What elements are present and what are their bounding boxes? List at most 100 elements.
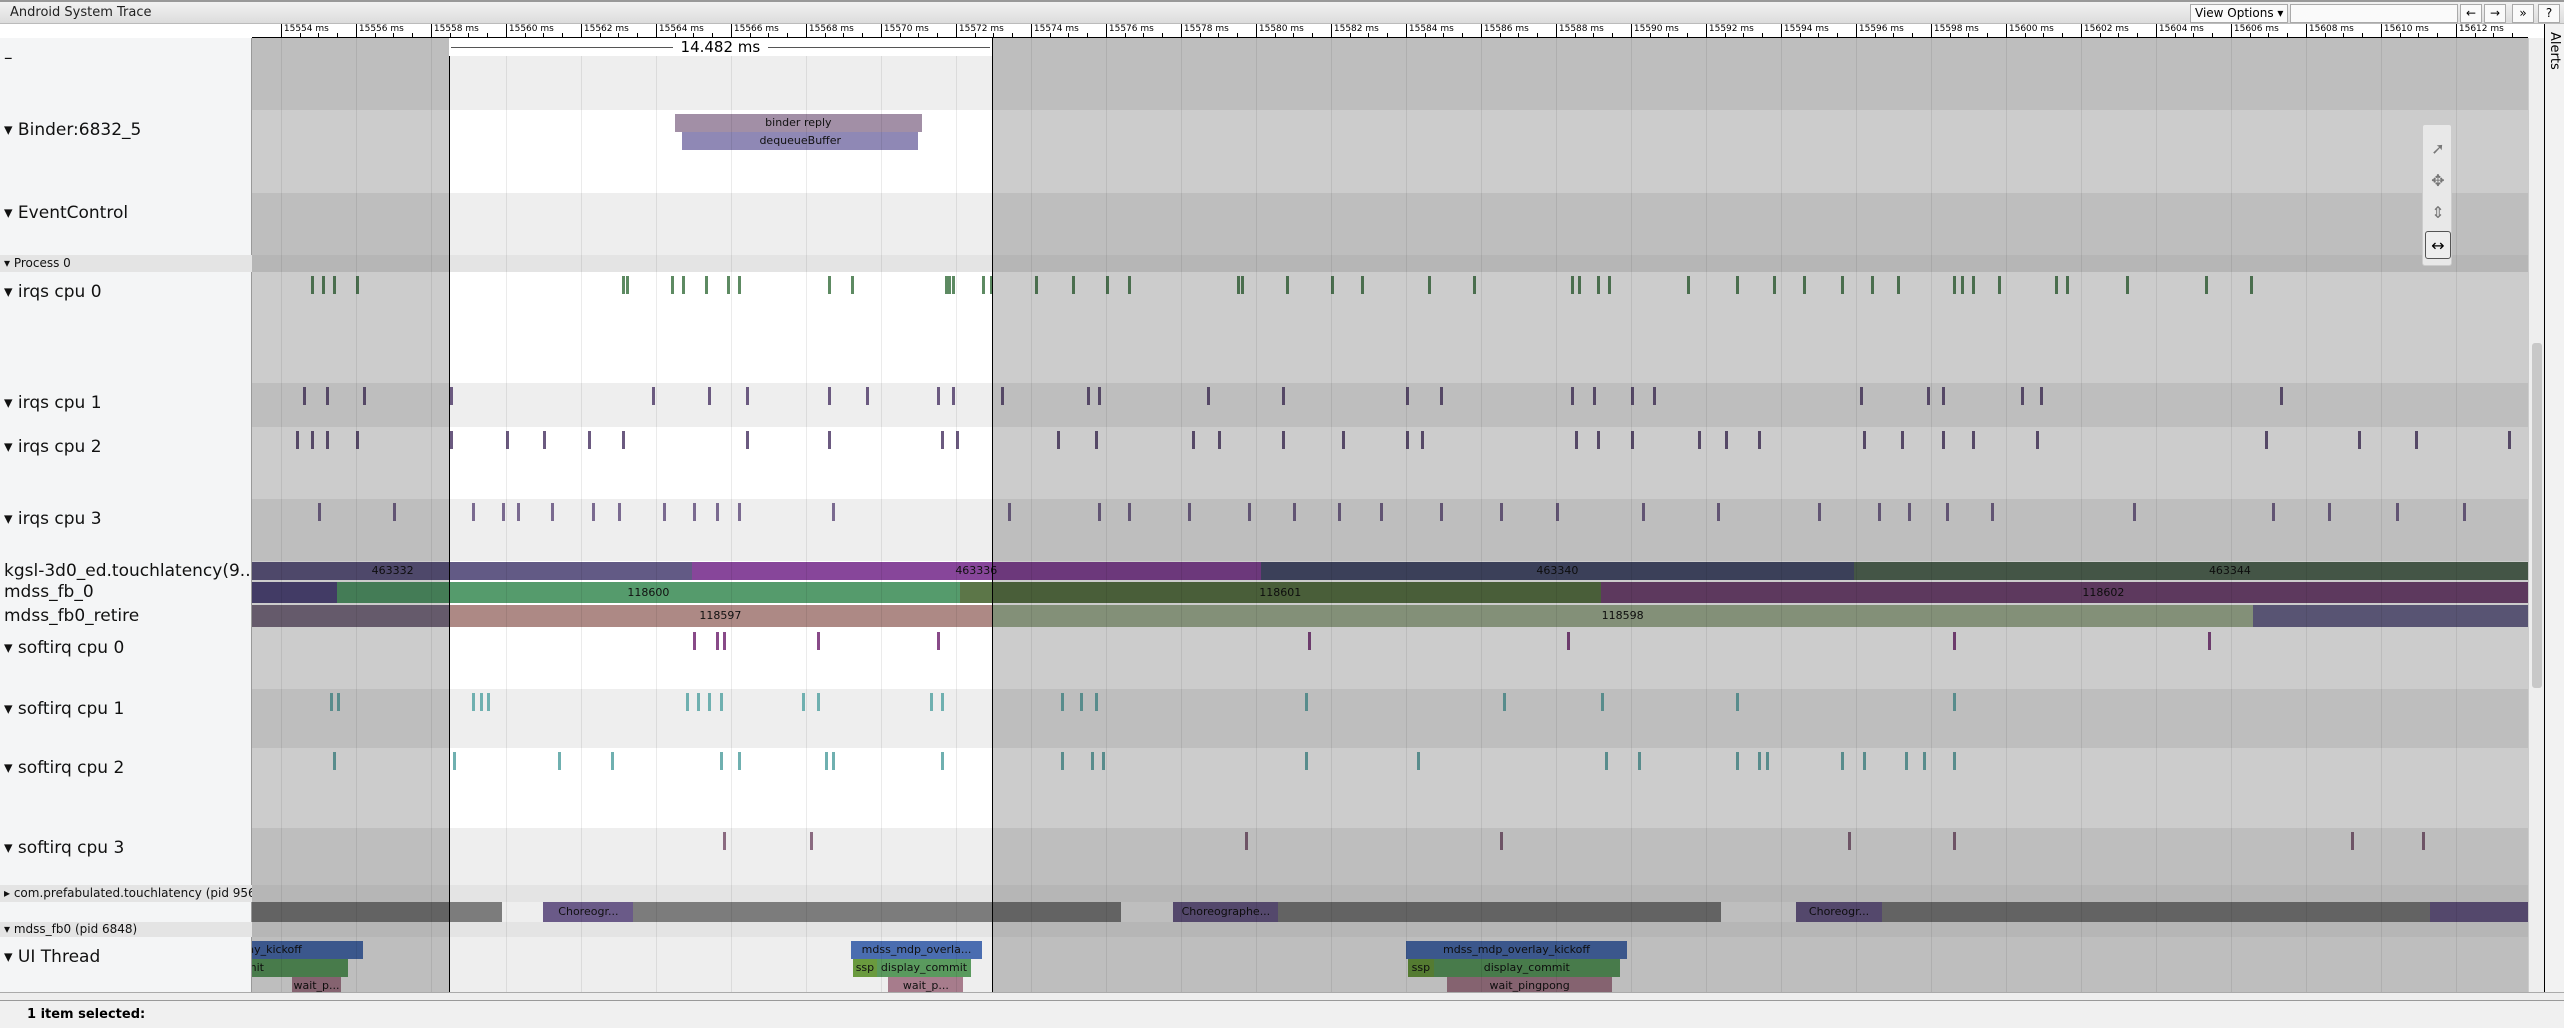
irq-slice[interactable] xyxy=(1248,503,1252,521)
irq-slice[interactable] xyxy=(1102,752,1106,770)
irq-slice[interactable] xyxy=(1604,752,1608,770)
irq-slice[interactable] xyxy=(2279,387,2283,405)
trace-slice[interactable]: binder reply xyxy=(674,114,923,132)
irq-slice[interactable] xyxy=(1953,632,1957,650)
track-label[interactable]: ▾ Process 0 xyxy=(0,255,252,272)
irq-slice[interactable] xyxy=(310,431,314,449)
irq-slice[interactable] xyxy=(355,276,359,294)
irq-slice[interactable] xyxy=(937,632,941,650)
process-slice[interactable] xyxy=(633,902,1121,922)
irq-slice[interactable] xyxy=(1244,832,1248,850)
trace-slice[interactable]: mdss_mdp_overlay_kickoff xyxy=(1405,941,1628,959)
irq-slice[interactable] xyxy=(588,431,592,449)
irq-slice[interactable] xyxy=(693,503,697,521)
irq-slice[interactable] xyxy=(944,276,948,294)
irq-slice[interactable] xyxy=(1608,276,1612,294)
irq-slice[interactable] xyxy=(550,503,554,521)
irq-slice[interactable] xyxy=(719,752,723,770)
trace-slice[interactable]: display_commit xyxy=(1434,959,1620,977)
irq-slice[interactable] xyxy=(1578,276,1582,294)
irq-slice[interactable] xyxy=(1990,503,1994,521)
irq-slice[interactable] xyxy=(809,832,813,850)
irq-slice[interactable] xyxy=(1439,503,1443,521)
irq-slice[interactable] xyxy=(1379,503,1383,521)
irq-slice[interactable] xyxy=(592,503,596,521)
irq-slice[interactable] xyxy=(1758,752,1762,770)
irq-slice[interactable] xyxy=(1072,276,1076,294)
irq-slice[interactable] xyxy=(2204,276,2208,294)
selection-end-line[interactable] xyxy=(991,38,993,992)
irq-slice[interactable] xyxy=(1818,503,1822,521)
counter-segment[interactable]: 118600 xyxy=(337,582,960,603)
irq-slice[interactable] xyxy=(723,832,727,850)
trace-slice[interactable]: display_commit xyxy=(252,959,349,977)
irq-slice[interactable] xyxy=(1008,503,1012,521)
irq-slice[interactable] xyxy=(1803,276,1807,294)
view-options-button[interactable]: View Options ▾ xyxy=(2190,4,2289,23)
trace-slice[interactable]: mdss_mdp_overlay_kickoff xyxy=(252,941,364,959)
irq-slice[interactable] xyxy=(1942,387,1946,405)
irq-slice[interactable] xyxy=(1439,387,1443,405)
process-slice[interactable]: Choreographe... xyxy=(1173,902,1279,922)
process-slice[interactable] xyxy=(1120,902,1174,922)
irq-slice[interactable] xyxy=(1087,387,1091,405)
irq-slice[interactable] xyxy=(1972,276,1976,294)
irq-slice[interactable] xyxy=(937,387,941,405)
irq-slice[interactable] xyxy=(1240,276,1244,294)
irq-slice[interactable] xyxy=(1642,503,1646,521)
irq-slice[interactable] xyxy=(505,431,509,449)
irq-slice[interactable] xyxy=(1953,832,1957,850)
irq-slice[interactable] xyxy=(310,276,314,294)
irq-slice[interactable] xyxy=(1765,752,1769,770)
irq-slice[interactable] xyxy=(479,693,483,711)
irq-slice[interactable] xyxy=(738,276,742,294)
irq-slice[interactable] xyxy=(1953,276,1957,294)
process-slice[interactable] xyxy=(252,902,503,922)
selection-start-line[interactable] xyxy=(448,38,450,992)
irq-slice[interactable] xyxy=(2208,632,2212,650)
irq-slice[interactable] xyxy=(670,276,674,294)
irq-slice[interactable] xyxy=(1060,752,1064,770)
trace-slice[interactable]: dequeueBuffer xyxy=(682,132,919,150)
horizontal-scrollbar[interactable] xyxy=(0,992,2564,1000)
irq-slice[interactable] xyxy=(989,276,993,294)
irq-slice[interactable] xyxy=(745,431,749,449)
irq-slice[interactable] xyxy=(322,276,326,294)
irq-slice[interactable] xyxy=(1218,431,1222,449)
irq-slice[interactable] xyxy=(2125,276,2129,294)
irq-slice[interactable] xyxy=(558,752,562,770)
irq-slice[interactable] xyxy=(2422,832,2426,850)
find-prev-button[interactable]: ← xyxy=(2460,4,2482,23)
irq-slice[interactable] xyxy=(622,276,626,294)
irq-slice[interactable] xyxy=(1499,503,1503,521)
irq-slice[interactable] xyxy=(449,387,453,405)
irq-slice[interactable] xyxy=(738,752,742,770)
irq-slice[interactable] xyxy=(1724,431,1728,449)
track-label[interactable]: ▸ com.prefabulated.touchlatency (pid 956… xyxy=(0,885,252,902)
irq-slice[interactable] xyxy=(1128,503,1132,521)
irq-slice[interactable] xyxy=(940,752,944,770)
irq-slice[interactable] xyxy=(1900,431,1904,449)
irq-slice[interactable] xyxy=(1098,387,1102,405)
alerts-panel-tab[interactable]: Alerts xyxy=(2544,24,2564,1000)
irq-slice[interactable] xyxy=(715,632,719,650)
irq-slice[interactable] xyxy=(982,276,986,294)
trace-slice[interactable]: ssp xyxy=(852,959,878,977)
irq-slice[interactable] xyxy=(318,503,322,521)
irq-slice[interactable] xyxy=(2020,387,2024,405)
track-area[interactable]: binder reply dequeueBuffer 463332 463336 463… xyxy=(252,38,2528,992)
help-button[interactable]: ? xyxy=(2538,4,2560,23)
irq-slice[interactable] xyxy=(865,387,869,405)
irq-slice[interactable] xyxy=(1417,752,1421,770)
irq-slice[interactable] xyxy=(1840,276,1844,294)
find-next-button[interactable]: → xyxy=(2484,4,2506,23)
irq-slice[interactable] xyxy=(2054,276,2058,294)
irq-slice[interactable] xyxy=(1094,431,1098,449)
pan-icon[interactable]: ✥ xyxy=(2431,171,2445,190)
counter-segment[interactable]: 118602 xyxy=(1600,582,2528,603)
irq-slice[interactable] xyxy=(1574,431,1578,449)
irq-slice[interactable] xyxy=(828,276,832,294)
search-input[interactable] xyxy=(2290,4,2458,23)
irq-slice[interactable] xyxy=(1285,276,1289,294)
irq-slice[interactable] xyxy=(1972,431,1976,449)
